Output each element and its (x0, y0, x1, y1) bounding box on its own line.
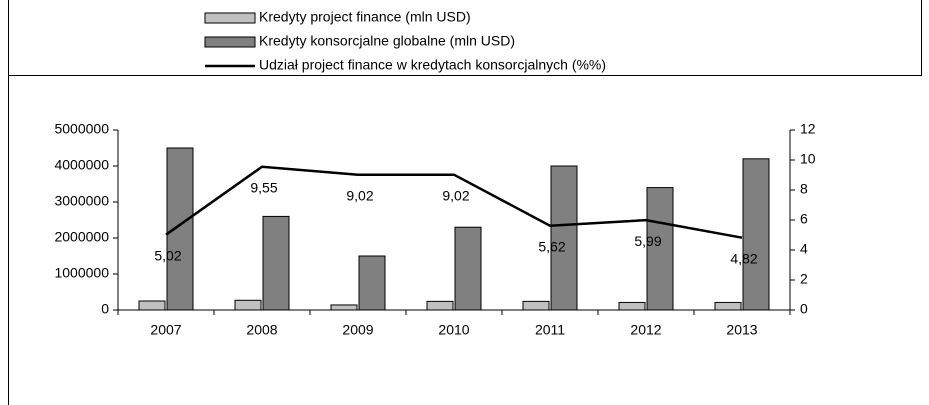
y2-tick-label: 12 (800, 121, 816, 137)
data-label: 5,02 (154, 247, 181, 263)
x-tick-label: 2012 (630, 322, 661, 338)
x-tick-label: 2007 (150, 322, 181, 338)
legend-swatch (204, 12, 256, 24)
y-tick-label: 0 (101, 301, 109, 317)
legend-label: Kredyty konsorcjalne globalne (mln USD) (259, 33, 515, 49)
x-tick-label: 2009 (342, 322, 373, 338)
y-tick-label: 4000000 (54, 157, 109, 173)
bar (330, 304, 358, 311)
bar (234, 299, 262, 311)
data-label: 9,02 (346, 187, 373, 203)
y-tick-label: 2000000 (54, 229, 109, 245)
data-label: 5,62 (538, 238, 565, 254)
data-label: 4,82 (730, 250, 757, 266)
line (165, 165, 743, 239)
x-tick-label: 2013 (726, 322, 757, 338)
legend-label: Kredyty project finance (mln USD) (259, 9, 471, 25)
bar (714, 301, 742, 311)
bar (138, 300, 166, 311)
bar (262, 215, 290, 311)
legend-swatch (204, 36, 256, 48)
x-tick-label: 2010 (438, 322, 469, 338)
bar (550, 165, 578, 311)
y2-tick-label: 8 (800, 181, 808, 197)
bar (454, 226, 482, 311)
bar (618, 301, 646, 311)
y2-tick-label: 10 (800, 151, 816, 167)
bar (426, 300, 454, 311)
bar (742, 158, 770, 311)
bar (522, 300, 550, 311)
legend-label: Udział project finance w kredytach konso… (259, 57, 606, 73)
y2-tick-label: 6 (800, 211, 808, 227)
bar (646, 187, 674, 311)
y2-tick-label: 4 (800, 241, 808, 257)
data-label: 5,99 (634, 233, 661, 249)
y2-tick-label: 0 (800, 301, 808, 317)
x-tick-label: 2008 (246, 322, 277, 338)
y-tick-label: 3000000 (54, 193, 109, 209)
y-tick-label: 5000000 (54, 121, 109, 137)
data-label: 9,55 (250, 179, 277, 195)
bar (358, 255, 386, 311)
bar (166, 147, 194, 311)
data-label: 9,02 (442, 187, 469, 203)
x-tick-label: 2011 (535, 322, 565, 338)
y-tick-label: 1000000 (54, 265, 109, 281)
y2-tick-label: 2 (800, 271, 808, 287)
